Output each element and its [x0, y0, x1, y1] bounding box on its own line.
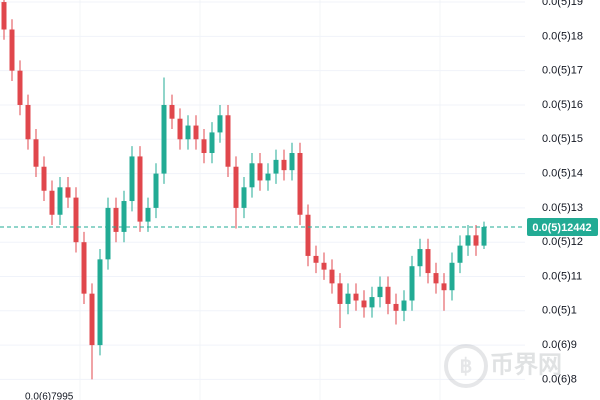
candle-body — [169, 104, 175, 119]
watermark: 币界网 — [490, 351, 562, 378]
candle-body — [41, 166, 47, 191]
candle-body — [473, 235, 479, 246]
y-tick-label: 0.0(5)1 — [542, 305, 577, 317]
candle-body — [49, 190, 55, 215]
y-tick-label: 0.0(5)15 — [542, 133, 583, 145]
candle-body — [417, 249, 423, 267]
candle-body — [129, 156, 135, 202]
y-tick-label: 0.0(5)12 — [542, 236, 583, 248]
candle-body — [297, 153, 303, 215]
candle-body — [25, 104, 31, 140]
candle-body — [193, 125, 199, 140]
candle-body — [33, 139, 39, 167]
y-tick-label: 0.0(5)17 — [542, 65, 583, 77]
price-label-box — [527, 217, 598, 236]
y-tick-label: 0.0(5)19 — [542, 0, 583, 8]
candle-body — [73, 197, 79, 243]
candle-body — [217, 115, 223, 133]
vertical-grid — [79, 0, 441, 400]
y-tick-label: 0.0(5)18 — [542, 30, 583, 42]
candle-body — [137, 156, 143, 222]
candle-body — [121, 201, 127, 232]
candle-body — [441, 283, 447, 291]
candle-body — [281, 159, 287, 171]
candle-body — [89, 293, 95, 346]
candle-body — [257, 163, 263, 181]
candle-body — [225, 115, 231, 167]
candle-body — [313, 255, 319, 263]
candle-body — [153, 173, 159, 208]
candle-body — [9, 29, 15, 71]
watermark-logo: ฿ — [444, 344, 488, 388]
candle-body — [97, 259, 103, 346]
y-tick-label: 0.0(5)14 — [542, 167, 583, 179]
candle-body — [377, 286, 383, 298]
candle-body — [369, 297, 375, 308]
candle-body — [177, 118, 183, 140]
y-tick-label: 0.0(5)11 — [542, 270, 582, 282]
candle-body — [105, 207, 111, 260]
watermark-circle — [444, 344, 488, 388]
candle-body — [361, 300, 367, 308]
candle-body — [449, 262, 455, 291]
y-tick-label: 0.0(6)8 — [542, 373, 577, 385]
candle-body — [1, 2, 7, 30]
candle-body — [321, 262, 327, 270]
candle-body — [65, 187, 71, 198]
candle-body — [241, 187, 247, 208]
candle-body — [249, 163, 255, 188]
low-annotation: 0.0(6)7995 — [25, 392, 74, 400]
candle-body — [433, 273, 439, 284]
price-label: 0.0(5)12442 — [532, 222, 591, 234]
y-tick-label: 0.0(5)16 — [542, 99, 583, 111]
candle-body — [201, 139, 207, 154]
candle-body — [209, 132, 215, 154]
candle-body — [393, 303, 399, 311]
candle-body — [425, 249, 431, 274]
candle-body — [409, 266, 415, 301]
candle-body — [185, 125, 191, 140]
candle-body — [233, 166, 239, 208]
candle-body — [337, 283, 343, 304]
candles — [1, 0, 487, 380]
candle-body — [161, 104, 167, 174]
candle-body — [345, 293, 351, 304]
candle-body — [385, 286, 391, 304]
candle-body — [289, 153, 295, 171]
candle-body — [113, 207, 119, 232]
candle-body — [305, 214, 311, 256]
candle-body — [401, 300, 407, 311]
candle-body — [265, 173, 271, 181]
candle-body — [465, 235, 471, 246]
y-tick-label: 0.0(6)9 — [542, 339, 577, 351]
candle-body — [353, 293, 359, 301]
candle-body — [81, 242, 87, 294]
candle-body — [57, 187, 63, 215]
candle-body — [457, 245, 463, 263]
candle-body — [17, 70, 23, 105]
candle-body — [481, 226, 487, 246]
y-tick-label: 0.0(5)13 — [542, 202, 583, 214]
candle-body — [273, 159, 279, 174]
candle-body — [145, 207, 151, 222]
watermark-icon: ฿ — [460, 355, 473, 377]
candle-body — [329, 269, 335, 284]
